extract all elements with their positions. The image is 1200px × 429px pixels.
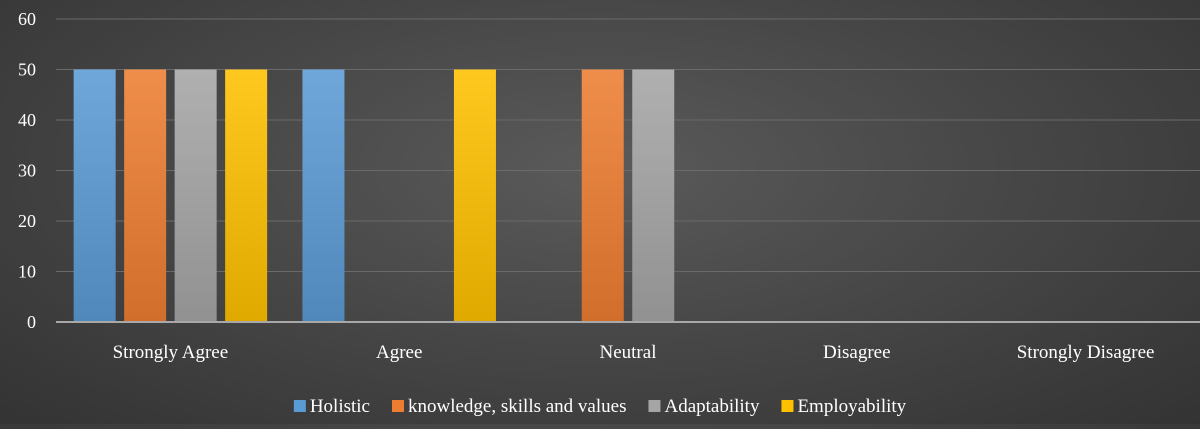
bar — [632, 69, 675, 322]
y-axis-ticks: 0 10 20 30 40 50 60 — [18, 9, 36, 332]
legend-label: Employability — [797, 396, 906, 417]
bar — [73, 69, 116, 322]
bar — [581, 69, 624, 322]
y-tick-label: 10 — [18, 262, 36, 282]
legend-item: Holistic — [293, 396, 370, 417]
y-tick-label: 20 — [18, 211, 36, 231]
y-tick-label: 0 — [27, 312, 36, 332]
legend-label: knowledge, skills and values — [408, 396, 626, 417]
y-tick-label: 50 — [18, 60, 36, 80]
x-axis-labels: Strongly Agree Agree Neutral Disagree Strong… — [113, 342, 1155, 363]
x-tick-label: Strongly Agree — [113, 342, 229, 363]
legend-item: Employability — [781, 396, 907, 417]
bar — [174, 69, 217, 322]
x-tick-label: Strongly Disagree — [1017, 342, 1155, 363]
legend-swatch — [293, 400, 306, 412]
bar — [124, 69, 167, 322]
legend-label: Holistic — [310, 396, 370, 417]
legend-item: Adaptability — [648, 396, 760, 417]
bar — [453, 69, 496, 322]
y-tick-label: 30 — [18, 161, 36, 181]
y-tick-label: 40 — [18, 110, 36, 130]
legend-swatch — [648, 400, 661, 412]
legend-swatch — [392, 400, 404, 412]
legend-item: knowledge, skills and values — [392, 396, 626, 417]
x-tick-label: Agree — [376, 342, 422, 363]
x-tick-label: Disagree — [823, 342, 891, 363]
bar — [225, 69, 268, 322]
y-tick-label: 60 — [18, 9, 36, 29]
legend-swatch — [781, 400, 794, 412]
legend: Holistic knowledge, skills and values Adap… — [293, 396, 907, 417]
bars — [73, 69, 675, 322]
x-tick-label: Neutral — [600, 342, 657, 363]
bar — [302, 69, 345, 322]
legend-label: Adaptability — [664, 396, 759, 417]
